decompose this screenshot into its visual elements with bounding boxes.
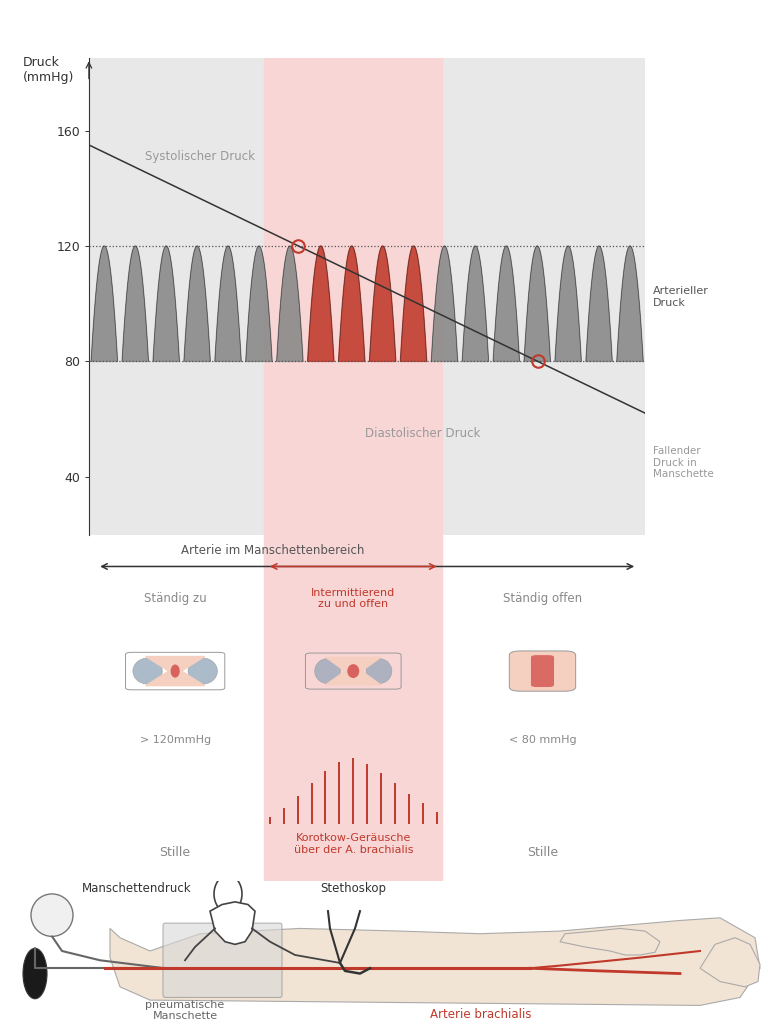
Polygon shape [210,902,255,944]
Polygon shape [146,671,205,686]
Text: > 120mmHg: > 120mmHg [140,735,211,745]
Polygon shape [700,938,760,987]
Text: Stille: Stille [159,846,191,859]
FancyBboxPatch shape [509,651,576,691]
Circle shape [214,876,242,912]
Polygon shape [122,246,148,361]
Text: Stille: Stille [527,846,558,859]
Text: < 80 mmHg: < 80 mmHg [509,735,577,745]
Text: Fallender
Druck in
Manschette: Fallender Druck in Manschette [653,446,714,479]
Text: Arterie brachialis: Arterie brachialis [430,1009,532,1021]
Text: Intermittierend
zu und offen: Intermittierend zu und offen [312,588,395,609]
Bar [264,58,442,535]
Bar [264,824,442,881]
Polygon shape [325,657,381,671]
Polygon shape [308,246,334,361]
Ellipse shape [188,658,217,684]
Bar [264,535,442,614]
Text: Systolischer Druck: Systolischer Druck [145,150,255,163]
Polygon shape [369,246,396,361]
Polygon shape [184,246,210,361]
Polygon shape [153,246,179,361]
Polygon shape [462,246,489,361]
Polygon shape [431,246,458,361]
Ellipse shape [366,658,392,684]
Polygon shape [110,918,760,1006]
Polygon shape [215,246,241,361]
Ellipse shape [31,894,73,936]
Bar [264,614,442,824]
Text: Ständig zu: Ständig zu [144,592,206,605]
Polygon shape [246,246,272,361]
Text: Ständig offen: Ständig offen [503,592,582,605]
FancyBboxPatch shape [163,923,282,997]
Polygon shape [493,246,519,361]
Polygon shape [339,246,365,361]
Ellipse shape [315,658,340,684]
FancyBboxPatch shape [531,655,554,687]
Text: Druck
(mmHg): Druck (mmHg) [23,56,74,84]
Polygon shape [524,246,550,361]
Polygon shape [555,246,581,361]
Polygon shape [617,246,643,361]
Polygon shape [277,246,303,361]
Polygon shape [146,656,205,671]
Ellipse shape [133,658,162,684]
Ellipse shape [347,665,359,678]
Text: Arterieller
Druck: Arterieller Druck [653,286,709,308]
Polygon shape [400,246,427,361]
Text: Arterie im Manschettenbereich: Arterie im Manschettenbereich [181,544,364,557]
Text: Stethoskop: Stethoskop [320,882,386,895]
Text: Diastolischer Druck: Diastolischer Druck [365,427,481,440]
Text: pneumatische
Manschette: pneumatische Manschette [145,999,225,1021]
Polygon shape [325,671,381,685]
Polygon shape [91,246,117,361]
Polygon shape [560,929,660,955]
Ellipse shape [171,665,180,678]
Polygon shape [586,246,612,361]
Text: Korotkow-Geräusche
über der A. brachialis: Korotkow-Geräusche über der A. brachiali… [294,834,413,855]
Ellipse shape [23,948,47,998]
Text: Manschettendruck: Manschettendruck [82,882,192,895]
